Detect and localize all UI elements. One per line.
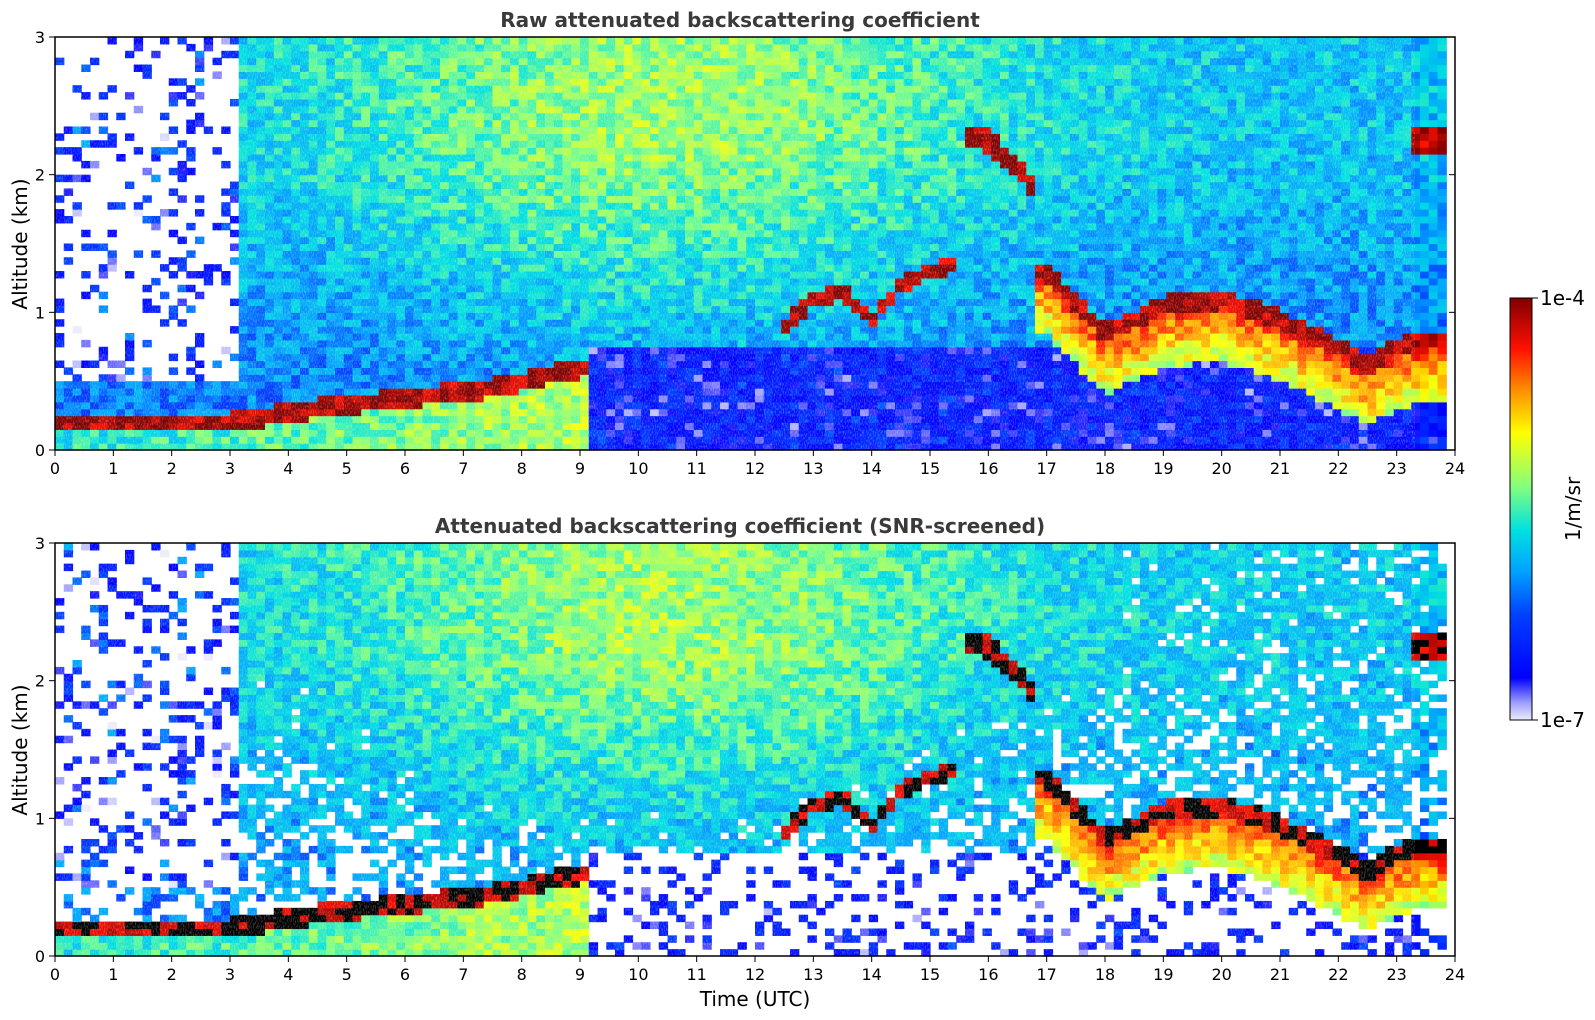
raw-backscatter-panel: Raw attenuated backscattering coefficien… — [8, 8, 1465, 478]
panel1-title: Raw attenuated backscattering coefficien… — [500, 8, 980, 32]
panel1-heatmap — [55, 37, 1447, 451]
